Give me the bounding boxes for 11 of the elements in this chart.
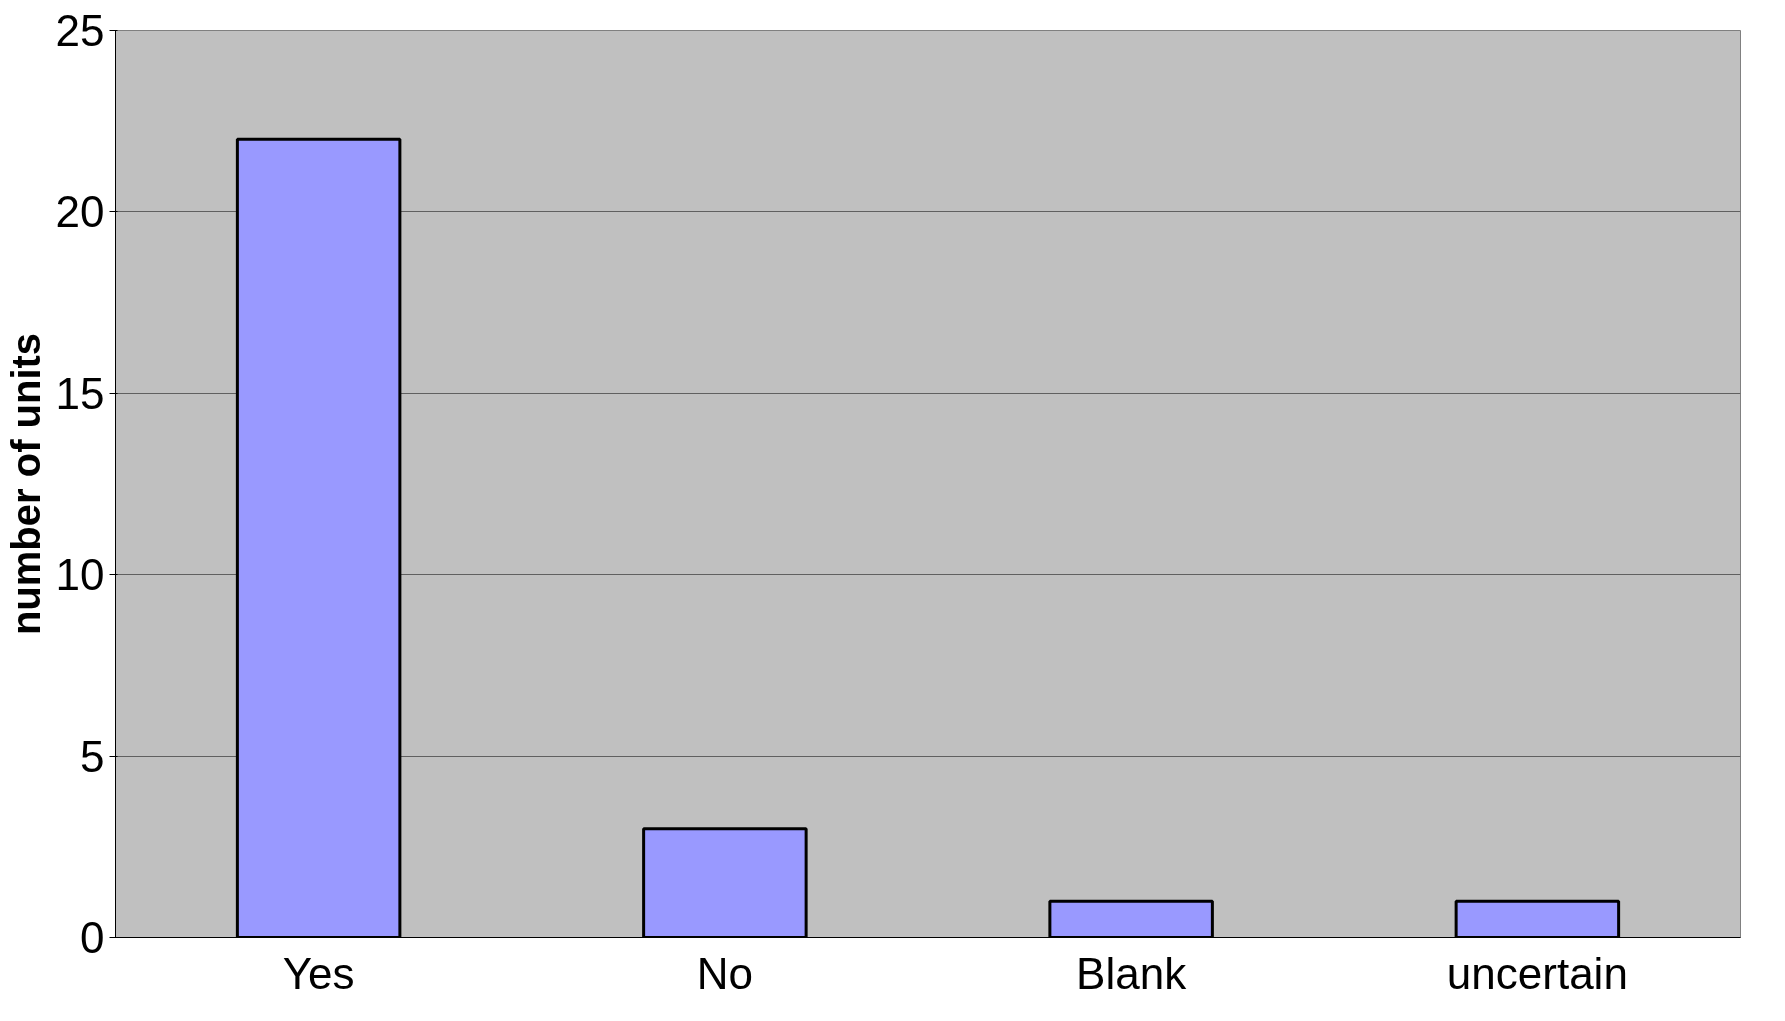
y-axis-title: number of units bbox=[3, 332, 48, 636]
y-tick-label: 10 bbox=[55, 550, 105, 600]
x-tick-label: Yes bbox=[282, 948, 355, 998]
x-tick-label: No bbox=[696, 948, 753, 998]
y-tick-label: 15 bbox=[55, 368, 105, 418]
y-tick-label: 5 bbox=[80, 731, 105, 781]
x-tick-label: Blank bbox=[1076, 948, 1188, 998]
y-tick-label: 20 bbox=[55, 187, 105, 237]
y-tick-label: 0 bbox=[80, 913, 105, 962]
y-tick-label: 25 bbox=[55, 6, 105, 55]
x-tick-label: uncertain bbox=[1446, 948, 1628, 998]
